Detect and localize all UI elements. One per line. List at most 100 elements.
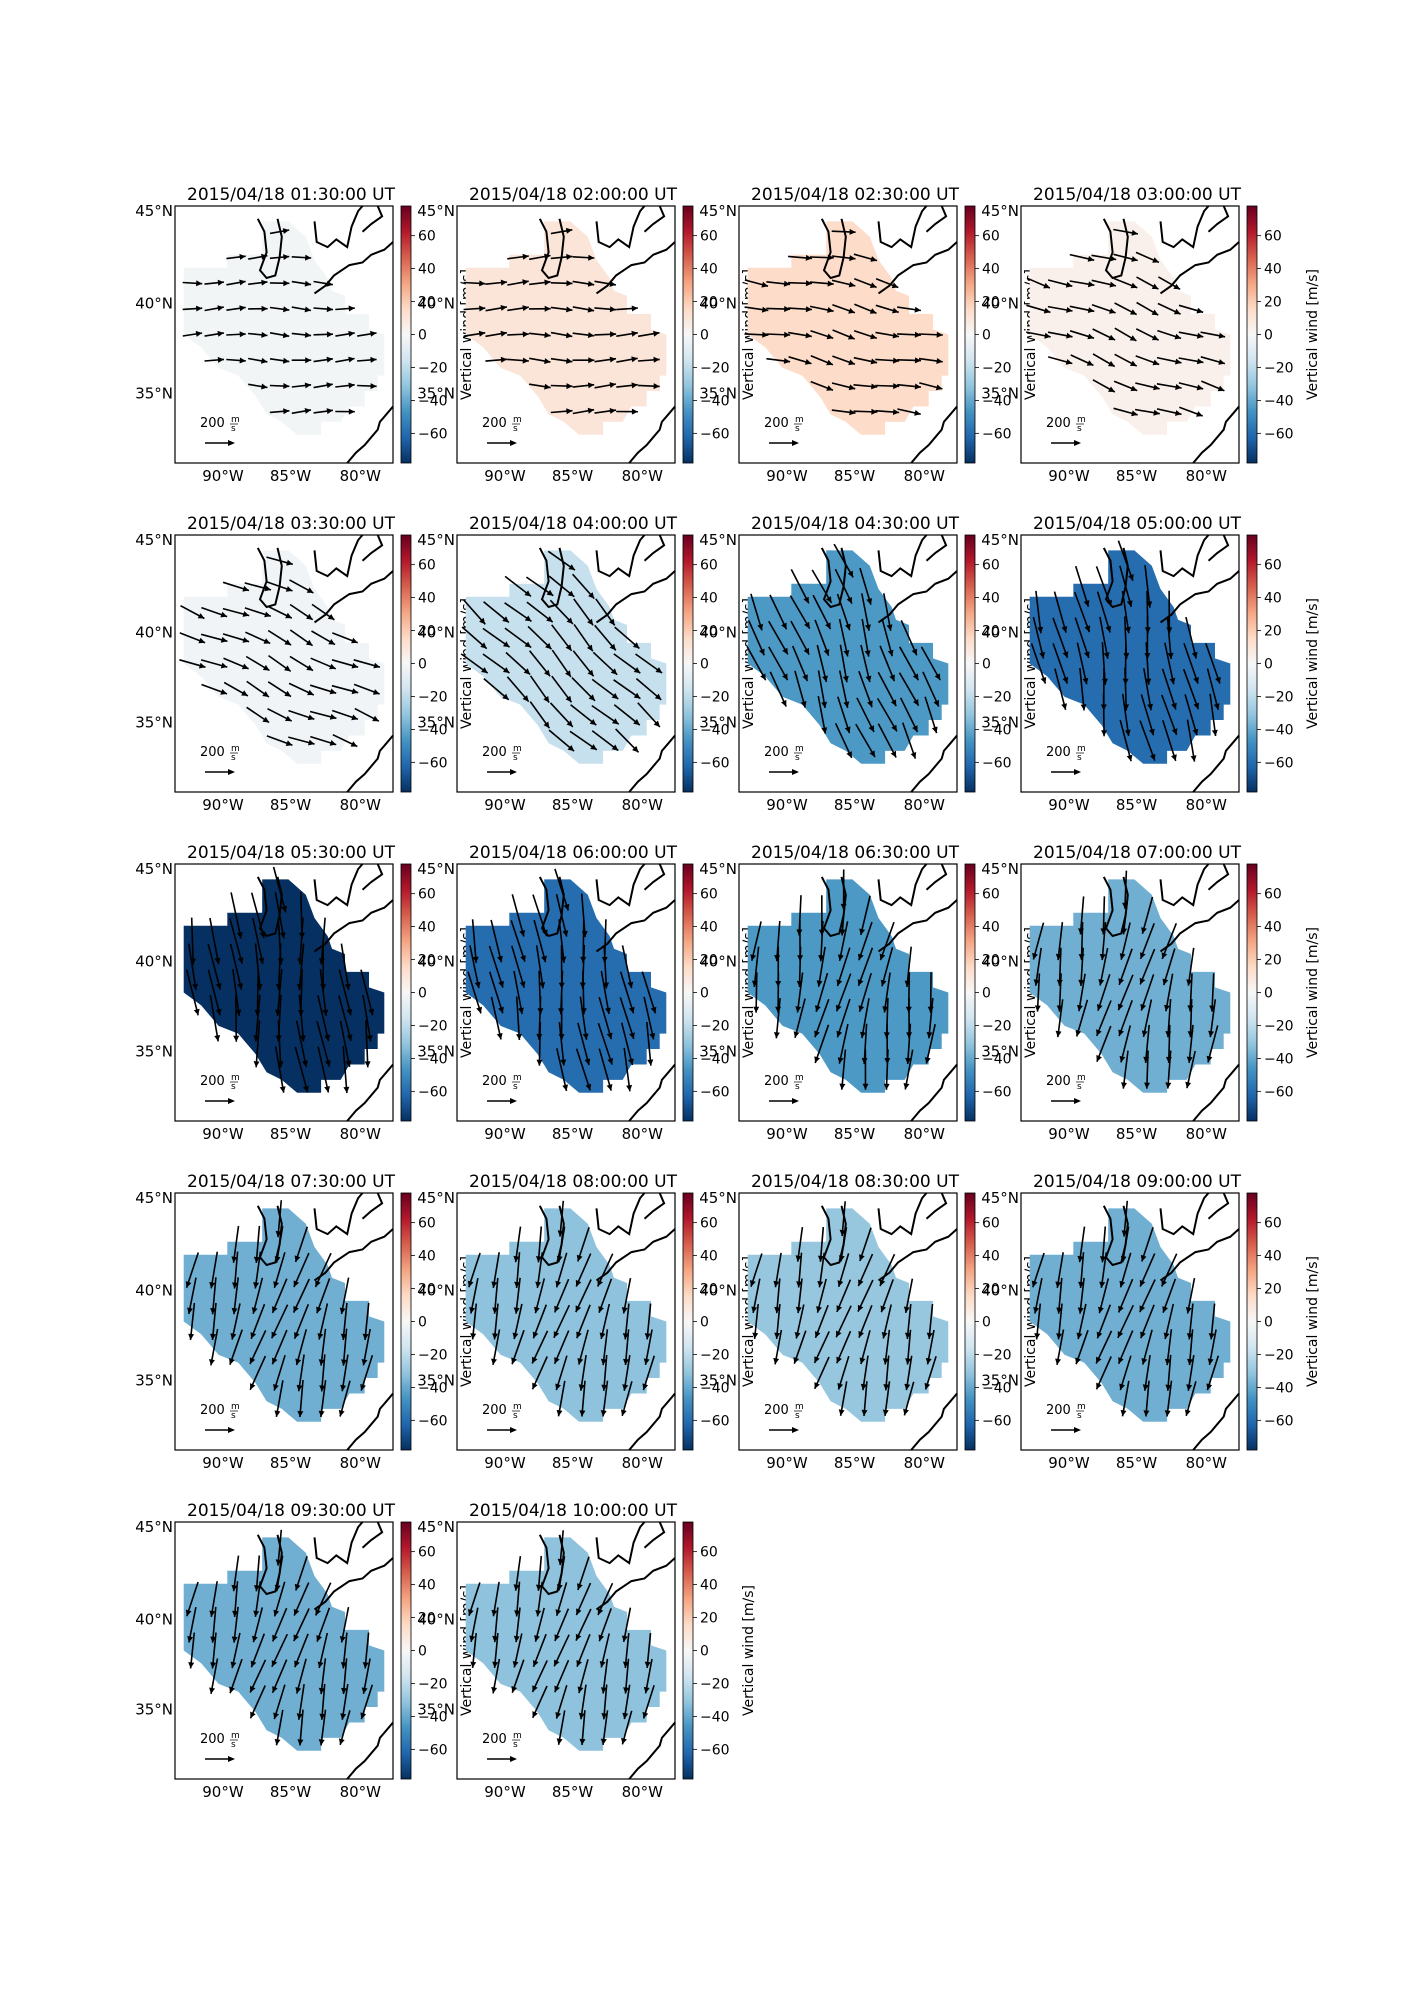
wind-vector [1101,1226,1107,1263]
wind-vector-head [566,357,573,364]
wind-vector [342,1302,348,1341]
wind-vector [211,1302,217,1341]
wind-vector [811,569,833,604]
wind-vector-head [871,383,878,390]
wind-vector-head [188,1662,195,1669]
colorbar-tick-label: −20 [418,360,448,376]
wind-vector-head [838,1255,845,1262]
wind-vector-head [610,668,618,675]
wind-vector-head [781,622,787,630]
wind-vector [834,568,853,604]
wind-vector [1183,643,1199,684]
wind-vector-head [1147,703,1153,711]
wind-vector-head [554,1357,560,1364]
wind-vector [360,1354,374,1391]
wind-vector-head [793,1357,800,1364]
wind-vector-head [1096,1029,1102,1036]
wind-vector-head [1087,307,1095,313]
lake-huron-coastline [595,1192,646,1236]
colorbar-tick-label: −20 [1264,360,1294,376]
panel-title: 2015/04/18 04:30:00 UT [751,514,960,534]
scale-unit-denominator: s [795,1411,800,1421]
wind-vector-head [522,357,529,364]
wind-vector-head [903,1083,910,1090]
wind-vector [883,972,891,1013]
wind-vector-head [524,590,531,597]
wind-vector-head [577,1686,584,1694]
wind-vector-head [1039,651,1045,659]
wind-vector-head [1096,1331,1103,1339]
colorbar [964,205,976,464]
colorbar-tick-label: −20 [418,1018,448,1034]
lon-tick-label: 90°W [484,1125,526,1143]
wind-vector [1189,999,1193,1038]
wind-vector-head [631,408,638,415]
wind-vector-head [361,1359,368,1366]
wind-vector [316,1278,331,1314]
wind-vector-head [1173,283,1181,290]
scale-label: 200 [200,1403,225,1418]
wind-vector-head [329,713,337,720]
wind-vector-head [608,618,615,626]
lake-michigan-coastline [1102,547,1129,609]
lat-tick-label: 45°N [981,202,1019,220]
wind-vector-head [1096,1004,1103,1011]
wind-vector-head [565,332,573,339]
wind-vector-head [1087,281,1095,288]
wind-vector-head [195,330,203,337]
wind-vector-head [351,637,358,644]
wind-vector [1117,974,1134,1011]
wind-vector-head [519,929,526,937]
wind-vector-head [296,1384,303,1392]
wind-vector-head [554,1305,560,1313]
wind-vector-head [836,1030,843,1038]
wind-vector-head [761,281,768,288]
wind-vector-head [1124,729,1131,736]
wind-vector-head [650,1006,657,1014]
wind-vector [836,947,851,987]
colorbar-tick-label: 20 [982,1282,1000,1298]
wind-vector-head [1108,386,1115,392]
wind-vector-head [1171,728,1178,735]
wind-vector-head [293,1608,300,1616]
wind-vector-head [274,1410,281,1417]
lake-ontario-coastline [643,534,666,562]
colorbar-tick-label: 40 [982,1249,1000,1265]
wind-vector [789,595,811,630]
wind-vector [1097,974,1111,1011]
wind-vector-head [513,1255,520,1263]
wind-vector-head [502,693,509,700]
panel-title: 2015/04/18 02:00:00 UT [469,185,678,205]
wind-vector-head [296,1713,303,1720]
lat-tick-label: 45°N [135,860,173,878]
wind-vector-head [304,408,311,414]
wind-vector-head [542,929,548,937]
wind-vector-head [532,1331,539,1339]
wind-vector-head [264,611,271,618]
lon-tick-label: 90°W [1048,1125,1090,1143]
colorbar-tick-label: 0 [982,986,991,1002]
wind-vector-head [566,617,573,624]
wind-vector-head [1140,1003,1147,1011]
wind-vector-head [605,1007,611,1014]
wind-vector-head [914,383,921,390]
wind-vector-head [350,741,358,747]
wind-vector-head [1167,652,1174,659]
lon-tick-label: 80°W [622,1454,664,1472]
wind-vector-head [821,701,828,708]
wind-vector-head [272,1357,278,1365]
wind-vector [1205,643,1221,684]
wind-vector-head [534,1306,540,1314]
wind-vector [879,645,896,682]
wind-vector-head [1184,1409,1191,1416]
wind-vector-head [1161,952,1168,959]
colorbar-label: Vertical wind [m/s] [1305,927,1321,1058]
wind-vector [1188,1329,1194,1366]
wind-vector [317,1046,330,1093]
wind-vector-head [1066,332,1073,339]
wind-vector-head [565,644,572,651]
wind-vector-head [575,1305,582,1313]
wind-vector [364,1302,370,1341]
wind-vector [1162,1278,1177,1313]
